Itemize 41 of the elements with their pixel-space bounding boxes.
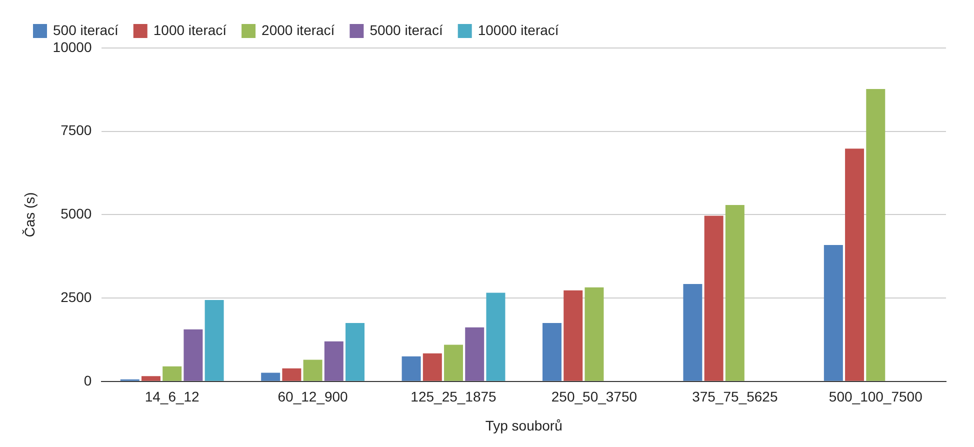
- y-axis-title: Čas (s): [21, 192, 38, 238]
- bar: [564, 290, 583, 381]
- bar: [683, 284, 702, 381]
- y-tick-label: 2500: [60, 288, 92, 305]
- legend-label: 10000 iterací: [478, 22, 559, 38]
- bar: [324, 341, 344, 381]
- bar: [282, 368, 302, 381]
- legend-label: 500 iterací: [53, 22, 118, 38]
- bar: [542, 323, 562, 381]
- bar: [346, 323, 365, 381]
- y-tick-label: 5000: [60, 206, 92, 222]
- bar: [261, 372, 280, 381]
- bar: [465, 327, 484, 381]
- bar: [141, 376, 160, 381]
- x-tick-label: 125_25_1875: [410, 388, 497, 405]
- x-tick-label: 500_100_7500: [828, 388, 923, 405]
- x-tick-label: 60_12_900: [278, 388, 348, 405]
- bar: [162, 366, 182, 381]
- bar: [422, 353, 442, 381]
- legend-label: 1000 iterací: [153, 22, 227, 38]
- y-tick-label: 0: [84, 372, 92, 388]
- bar: [704, 216, 724, 381]
- x-tick-label: 250_50_3750: [551, 388, 638, 405]
- bar: [824, 245, 843, 381]
- bar: [486, 292, 506, 381]
- x-axis-title: Typ souborů: [485, 417, 562, 434]
- bar: [204, 300, 224, 381]
- x-tick-label: 375_75_5625: [692, 388, 778, 405]
- y-tick-label: 7500: [60, 122, 92, 138]
- bar: [584, 287, 604, 381]
- bar: [184, 329, 203, 381]
- bar: [402, 356, 421, 381]
- bar: [866, 89, 886, 381]
- bar: [303, 360, 322, 381]
- bar: [845, 148, 864, 381]
- legend-label: 2000 iterací: [262, 22, 335, 38]
- y-tick-label: 10000: [52, 38, 92, 55]
- legend-label: 5000 iterací: [370, 22, 443, 38]
- bar: [444, 344, 464, 381]
- bar: [725, 205, 744, 381]
- x-tick-label: 14_6_12: [144, 388, 200, 405]
